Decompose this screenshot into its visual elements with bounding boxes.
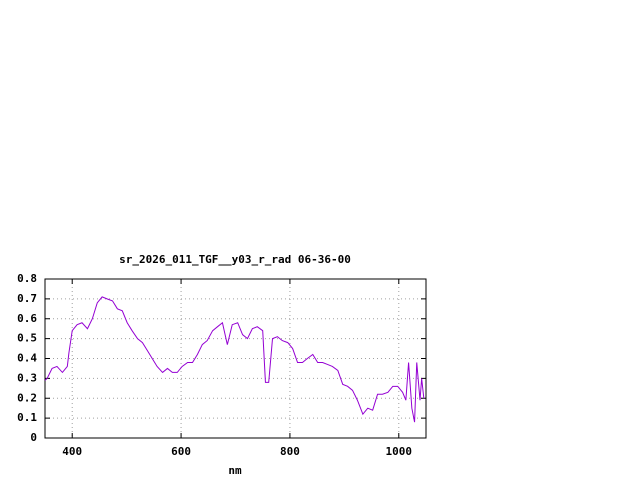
chart-title: sr_2026_011_TGF__y03_r_rad 06-36-00 — [119, 253, 351, 266]
x-tick-label: 400 — [62, 445, 82, 458]
y-tick-label: 0.7 — [17, 292, 37, 305]
x-tick-label: 800 — [280, 445, 300, 458]
x-tick-label: 1000 — [386, 445, 413, 458]
y-tick-label: 0.2 — [17, 391, 37, 404]
y-tick-label: 0 — [30, 431, 37, 444]
y-tick-label: 0.6 — [17, 312, 37, 325]
y-tick-label: 0.3 — [17, 371, 37, 384]
x-axis-label: nm — [228, 464, 242, 477]
y-tick-label: 0.5 — [17, 332, 37, 345]
y-tick-label: 0.1 — [17, 411, 37, 424]
line-series — [44, 296, 425, 423]
plot-frame — [44, 278, 427, 439]
y-tick-label: 0.4 — [17, 352, 37, 365]
x-tick-label: 600 — [171, 445, 191, 458]
y-tick-label: 0.8 — [17, 272, 37, 285]
